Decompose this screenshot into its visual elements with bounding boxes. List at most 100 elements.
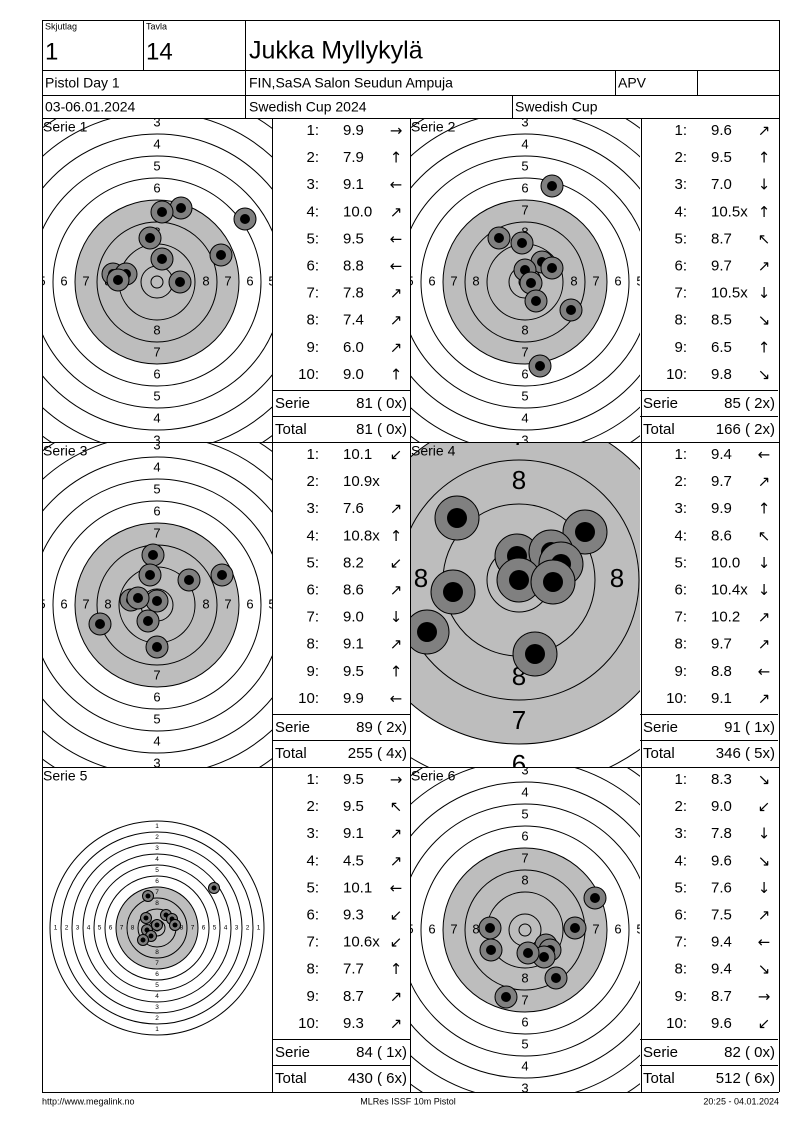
- shot-value: 9.5: [711, 149, 732, 166]
- shot-value: 4.5: [343, 852, 364, 869]
- ring: [71, 842, 243, 1014]
- ring-number: 7: [521, 344, 528, 359]
- ring-number: 5: [38, 273, 45, 288]
- ring-number: 7: [82, 596, 89, 611]
- shot-value: 9.9: [343, 122, 364, 139]
- ring: [74, 199, 240, 365]
- shot-number: 3:: [674, 500, 687, 517]
- ring-number: 8: [512, 465, 526, 495]
- ring-number: 2: [246, 925, 250, 932]
- ring-number: 4: [224, 925, 228, 932]
- serie-score: 91 ( 1x): [724, 719, 775, 736]
- serie-label: Serie: [275, 719, 310, 736]
- ring-number: 5: [153, 388, 160, 403]
- shot-direction: ↑: [390, 662, 403, 680]
- shot-value: 9.1: [343, 176, 364, 193]
- ring-number: 8: [521, 872, 528, 887]
- ring: [420, 825, 630, 1035]
- total-score: 346 ( 5x): [716, 745, 775, 762]
- shot-number: 7:: [674, 285, 687, 302]
- shot-direction: ↗: [758, 473, 771, 491]
- ring-number: 5: [98, 925, 102, 932]
- shot-number: 5:: [674, 230, 687, 247]
- shot-number: 5:: [306, 879, 319, 896]
- shot-value: 9.9: [711, 500, 732, 517]
- class: APV: [618, 75, 647, 91]
- ring: [52, 177, 262, 387]
- shot-core: [140, 937, 146, 943]
- shot-direction: ↙: [390, 446, 403, 464]
- shot-direction: ↗: [758, 689, 771, 707]
- shot-core: [145, 233, 155, 243]
- ring-number: 8: [472, 921, 479, 936]
- ring-number: 4: [521, 1058, 528, 1073]
- shot-core: [570, 923, 580, 933]
- shot-core: [494, 233, 504, 243]
- ring: [42, 155, 272, 409]
- shot-value: 9.6: [711, 122, 732, 139]
- series-label: Serie 3: [43, 443, 88, 459]
- shot-core: [216, 250, 226, 260]
- ring: [410, 803, 640, 1057]
- ring-number: 2: [155, 1015, 159, 1022]
- total-score: 430 ( 6x): [348, 1070, 407, 1087]
- shot-direction: ↗: [390, 581, 403, 599]
- shot-number: 1:: [674, 122, 687, 139]
- ring-number: 3: [153, 114, 160, 129]
- shot-value: 6.5: [711, 339, 732, 356]
- shot-number: 8:: [674, 961, 687, 978]
- shot-direction: ↗: [390, 852, 403, 870]
- ring-number: 8: [104, 596, 111, 611]
- shot-core: [417, 622, 437, 642]
- shot-direction: ↗: [390, 338, 403, 356]
- ring-number: 4: [521, 784, 528, 799]
- shot-core: [543, 572, 563, 592]
- shot-value: 10.2: [711, 609, 740, 626]
- ring: [42, 133, 272, 431]
- shot-direction: ↑: [390, 365, 403, 383]
- shot-value: 9.1: [343, 636, 364, 653]
- shot-direction: →: [758, 987, 771, 1005]
- shot-number: 2:: [674, 798, 687, 815]
- ring-number: 5: [406, 273, 413, 288]
- shot-value: 9.0: [343, 609, 364, 626]
- shot-value: 7.4: [343, 312, 364, 329]
- shot-core: [539, 952, 549, 962]
- ring-number: 6: [521, 828, 528, 843]
- ring: [410, 155, 640, 409]
- shot-core: [145, 893, 151, 899]
- shot-core: [547, 181, 557, 191]
- ring-number: 3: [155, 845, 159, 852]
- shot-value: 9.7: [711, 473, 732, 490]
- ring: [49, 820, 265, 1036]
- shot-number: 7:: [306, 934, 319, 951]
- ring-number: 7: [521, 202, 528, 217]
- shot-value: 7.0: [711, 176, 732, 193]
- shot-core: [509, 570, 529, 590]
- serie-score: 84 ( 1x): [356, 1044, 407, 1061]
- target-number: 14: [146, 38, 173, 65]
- competition: Swedish Cup 2024: [249, 99, 367, 115]
- ring-number: 5: [521, 1036, 528, 1051]
- ring-number: 6: [614, 273, 621, 288]
- shot-number: 2:: [306, 798, 319, 815]
- shot-number: 10:: [298, 366, 319, 383]
- shot-direction: ←: [390, 257, 403, 275]
- shot-direction: ↘: [758, 311, 771, 329]
- shot-value: 8.8: [343, 257, 364, 274]
- ring-number: 5: [268, 596, 275, 611]
- ring-number: 7: [155, 960, 159, 967]
- shot-number: 6:: [306, 581, 319, 598]
- shot-direction: ↗: [758, 608, 771, 626]
- shot-value: 8.7: [711, 988, 732, 1005]
- ring-number: 3: [155, 1004, 159, 1011]
- ring-number: 5: [155, 982, 159, 989]
- serie-score: 81 ( 0x): [356, 395, 407, 412]
- shot-number: 2:: [306, 473, 319, 490]
- shot-value: 10.8x: [343, 527, 380, 544]
- shot-direction: ↙: [390, 933, 403, 951]
- shot-value: 9.3: [343, 1015, 364, 1032]
- shot-direction: ↑: [390, 527, 403, 545]
